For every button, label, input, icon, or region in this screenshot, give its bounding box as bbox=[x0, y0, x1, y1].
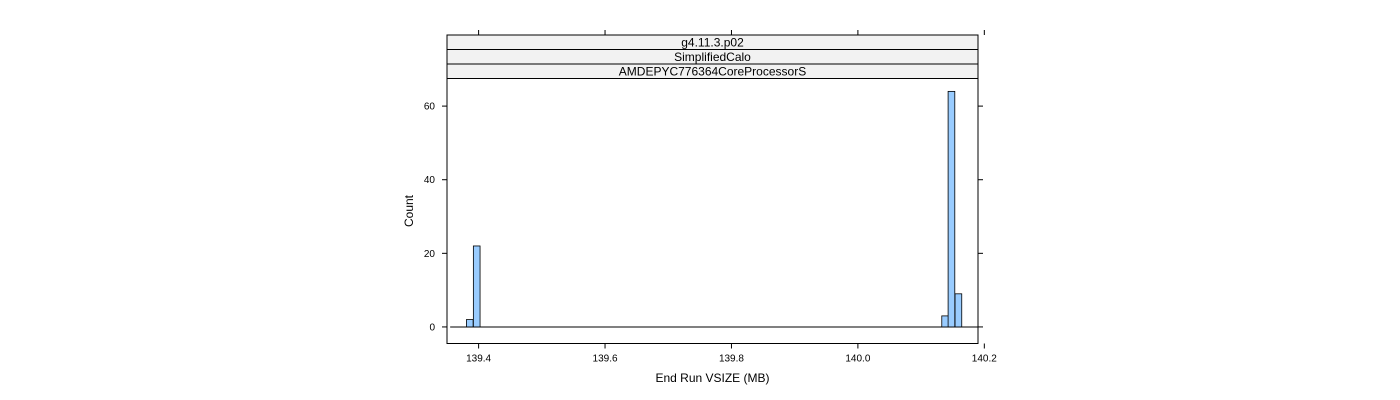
histogram-bar-4 bbox=[954, 293, 963, 328]
y-tick-label-2: 40 bbox=[424, 175, 436, 186]
histogram-bars bbox=[450, 90, 978, 328]
x-axis-title: End Run VSIZE (MB) bbox=[655, 371, 769, 385]
strip-2-label: SimplifiedCalo bbox=[674, 50, 751, 64]
y-tick-label-0: 0 bbox=[429, 322, 435, 333]
x-tick-label-0: 139.4 bbox=[466, 354, 491, 365]
histogram-bar-0 bbox=[466, 319, 474, 328]
plot-frame bbox=[446, 78, 979, 344]
strip-headers: g4.11.3.p02 SimplifiedCalo AMDEPYC776364… bbox=[446, 34, 979, 79]
y-tick-label-1: 20 bbox=[424, 249, 436, 260]
y-axis-title: Count bbox=[402, 194, 416, 227]
strip-1-label: g4.11.3.p02 bbox=[681, 36, 744, 50]
y-axis-ticks: 0 20 40 60 bbox=[424, 102, 983, 333]
histogram-bar-3 bbox=[947, 90, 956, 328]
strip-3-label: AMDEPYC776364CoreProcessorS bbox=[619, 65, 806, 79]
x-tick-label-1: 139.6 bbox=[593, 354, 618, 365]
x-tick-label-3: 140.0 bbox=[845, 354, 870, 365]
y-tick-label-3: 60 bbox=[424, 102, 436, 113]
histogram-bar-2 bbox=[941, 315, 949, 328]
histogram-bar-1 bbox=[472, 245, 481, 328]
x-tick-label-2: 139.8 bbox=[719, 354, 744, 365]
x-axis-ticks: 139.4 139.6 139.8 140.0 140.2 bbox=[466, 30, 997, 365]
x-tick-label-4: 140.2 bbox=[972, 354, 997, 365]
